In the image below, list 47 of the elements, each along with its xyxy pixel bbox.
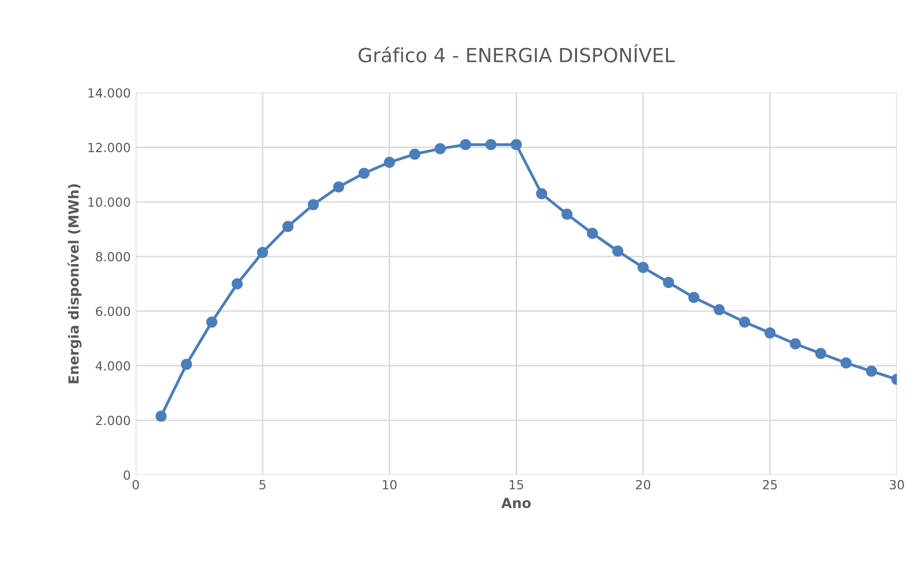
x-tick-label: 0	[132, 480, 139, 490]
point	[536, 188, 548, 200]
point	[333, 181, 344, 192]
chart-title: Gráfico 4 - ENERGIA DISPONÍVEL	[358, 44, 675, 62]
y-tick-label: 0	[124, 470, 130, 480]
point	[662, 276, 674, 288]
point	[714, 304, 725, 316]
point	[358, 168, 370, 179]
y-tick-label: 8.000	[96, 252, 130, 262]
point	[510, 139, 522, 150]
point	[206, 316, 218, 328]
x-tick-label: 25	[762, 480, 777, 490]
x-tick-label: 20	[636, 480, 650, 490]
x-tick-label: 5	[260, 480, 266, 490]
y-tick-label: 4.000	[96, 361, 130, 371]
point	[180, 358, 192, 370]
point	[638, 262, 649, 273]
point	[434, 143, 446, 154]
point	[409, 148, 420, 160]
point	[866, 366, 878, 377]
y-tick-label: 10.000	[88, 197, 130, 207]
point	[764, 327, 776, 338]
point	[485, 139, 496, 150]
point	[156, 410, 167, 422]
x-tick-label: 30	[890, 480, 904, 490]
point	[384, 156, 395, 168]
point	[561, 208, 573, 220]
point	[790, 338, 801, 350]
point	[612, 245, 624, 257]
point	[460, 139, 472, 150]
point	[232, 278, 243, 290]
y-tick-label: 12.000	[88, 142, 130, 152]
y-tick-label: 6.000	[96, 306, 130, 316]
x-tick-label: 10	[382, 480, 397, 490]
x-axis-title: Ano	[501, 498, 531, 508]
x-tick-label: 15	[510, 480, 524, 490]
y-tick-label: 2.000	[96, 416, 130, 426]
point	[840, 357, 852, 369]
point	[815, 348, 826, 359]
y-axis-title: Energia disponível (MWh)	[67, 184, 82, 384]
point	[739, 316, 750, 328]
point	[308, 199, 319, 210]
point	[282, 220, 294, 232]
point	[586, 228, 598, 239]
point	[257, 246, 268, 258]
y-tick-label: 14.000	[88, 88, 130, 98]
point	[688, 292, 700, 304]
